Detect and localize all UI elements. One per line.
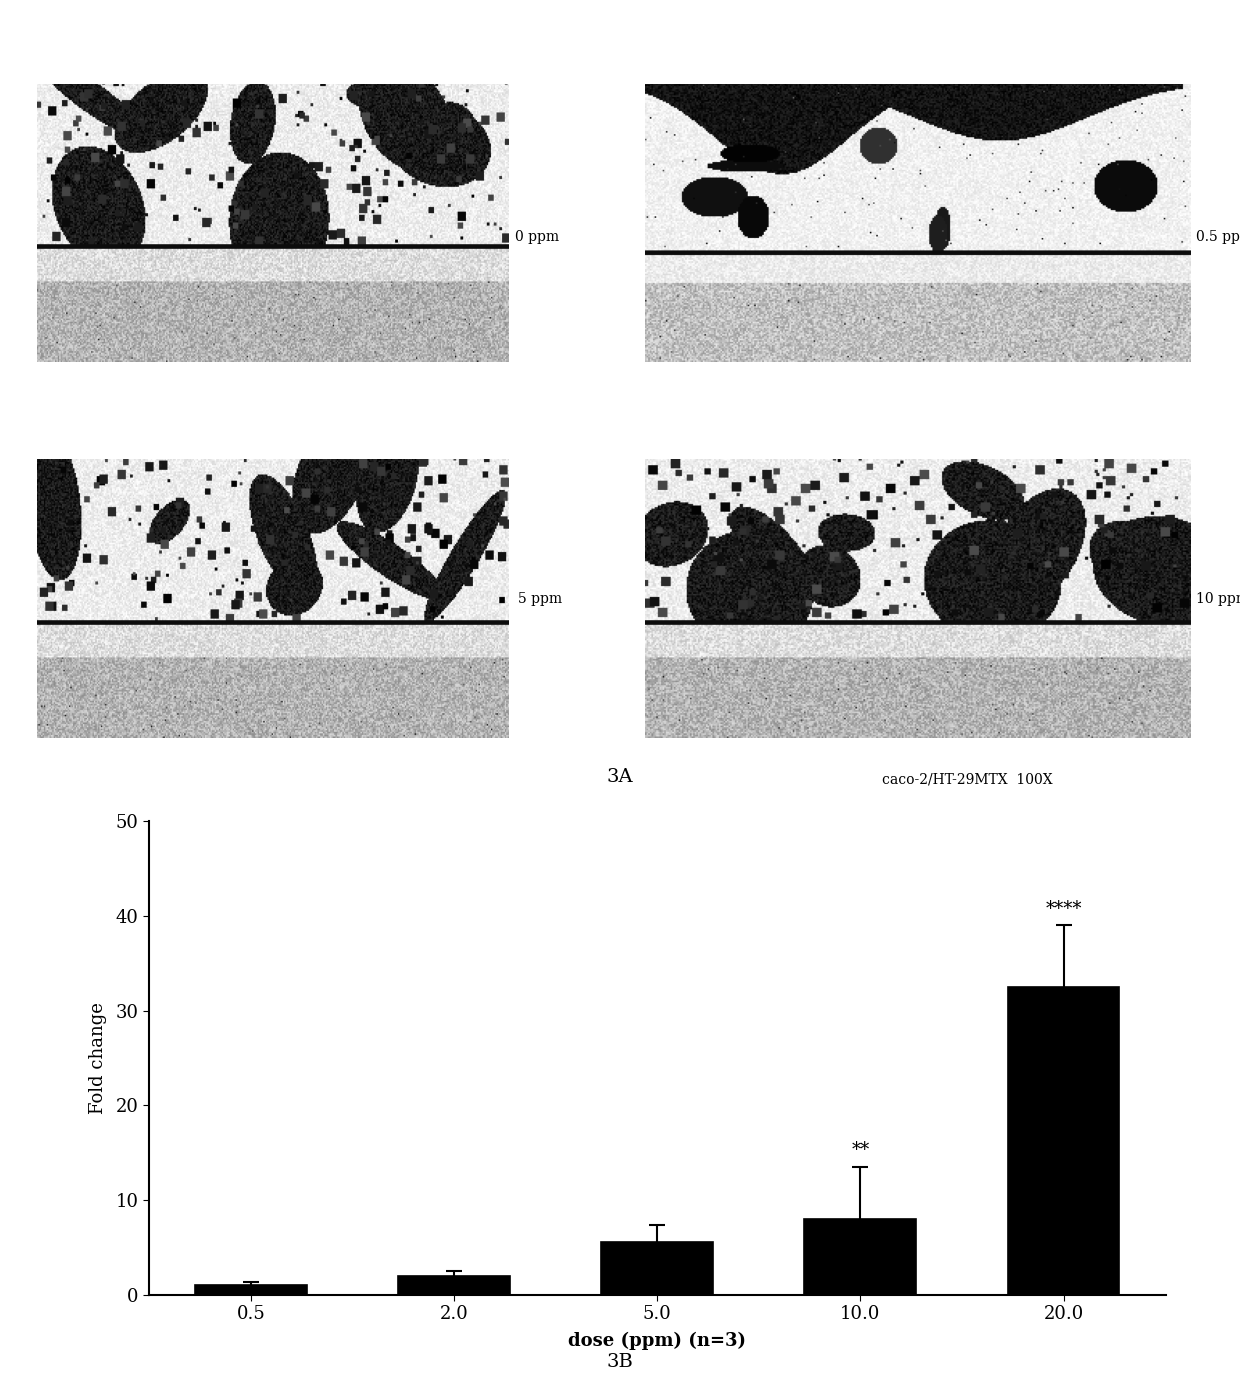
Text: 3A: 3A xyxy=(606,768,634,786)
Text: **: ** xyxy=(851,1141,869,1160)
Text: 3B: 3B xyxy=(606,1353,634,1371)
Text: 10 ppm: 10 ppm xyxy=(1195,592,1240,606)
Bar xyxy=(398,1275,510,1295)
Bar xyxy=(195,1285,306,1295)
Text: 5 ppm: 5 ppm xyxy=(518,592,562,606)
Text: caco-2/HT-29MTX  100X: caco-2/HT-29MTX 100X xyxy=(882,773,1053,786)
Text: 0 ppm: 0 ppm xyxy=(515,230,559,244)
Bar xyxy=(1008,987,1120,1295)
Bar xyxy=(601,1243,713,1295)
Bar xyxy=(805,1219,916,1295)
Text: 0.5 ppm: 0.5 ppm xyxy=(1195,230,1240,244)
Y-axis label: Fold change: Fold change xyxy=(89,1002,107,1114)
Text: ****: **** xyxy=(1045,899,1081,917)
X-axis label: dose (ppm) (n=3): dose (ppm) (n=3) xyxy=(568,1331,746,1350)
